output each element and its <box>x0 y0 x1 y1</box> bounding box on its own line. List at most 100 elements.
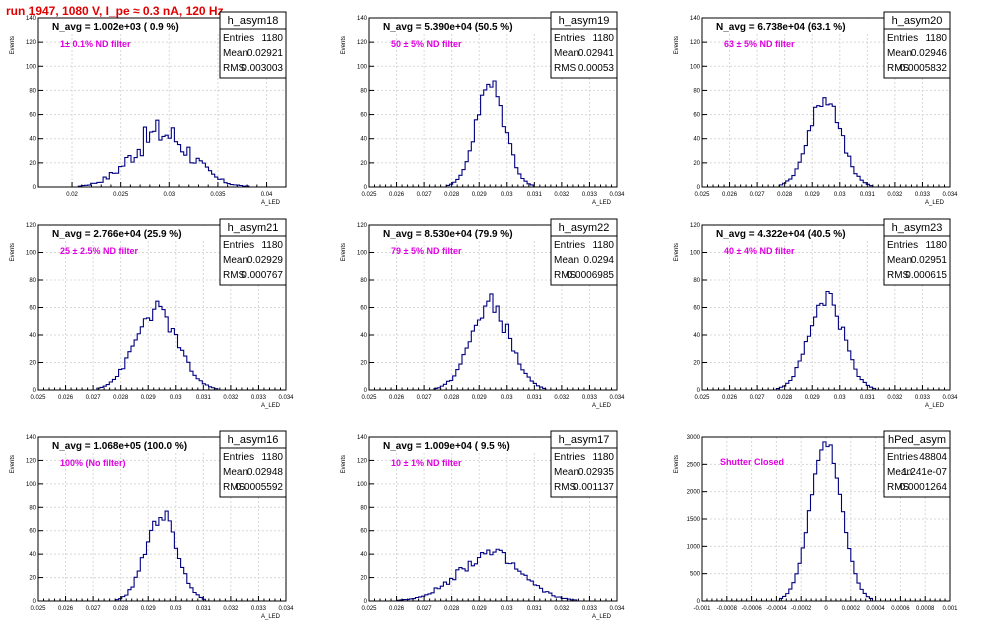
x-tick-label: 0.0006 <box>891 606 910 612</box>
y-tick-label: 500 <box>690 572 701 578</box>
x-tick-label: 0.03 <box>170 395 182 401</box>
stats-box <box>883 11 951 79</box>
y-tick-label: 100 <box>690 64 701 70</box>
stats-value: 0.02941 <box>578 48 615 59</box>
x-tick-label: 0.033 <box>915 395 931 401</box>
x-axis-label: A_LED <box>261 614 281 620</box>
y-tick-label: 1000 <box>687 544 701 550</box>
x-tick-label: -0.0008 <box>717 606 738 612</box>
x-tick-label: 0.0008 <box>916 606 935 612</box>
x-tick-label: 0.025 <box>361 192 377 198</box>
y-tick-label: 20 <box>360 361 367 367</box>
navg-label: N_avg = 1.009e+04 ( 9.5 %) <box>383 441 510 452</box>
navg-box <box>39 226 219 240</box>
stats-value: 0.000615 <box>905 270 947 281</box>
stats-label: Entries <box>554 33 585 44</box>
y-axis-label: Events <box>674 243 680 261</box>
stats-value: 0.0005592 <box>236 482 284 493</box>
histogram-panel-h_asym18: 0.02 0.025 0.03 0.035 0.04 0 20 40 60 80 100 120 140… <box>10 11 287 206</box>
stats-label: Mean <box>887 467 912 478</box>
x-axis-label: A_LED <box>592 614 612 620</box>
y-tick-label: 120 <box>26 40 37 46</box>
x-tick-label: 0.033 <box>251 395 267 401</box>
y-tick-label: 60 <box>360 306 367 312</box>
x-tick-label: 0.031 <box>860 395 876 401</box>
y-tick-label: 100 <box>26 482 37 488</box>
stats-label: Mean <box>887 255 912 266</box>
y-tick-label: 60 <box>29 529 36 535</box>
x-tick-label: 0.026 <box>389 192 405 198</box>
x-tick-label: 0.029 <box>141 606 157 612</box>
navg-box <box>370 438 550 452</box>
stats-label: Entries <box>223 33 254 44</box>
x-tick-label: 0.032 <box>223 606 239 612</box>
x-tick-label: 0.03 <box>501 395 513 401</box>
x-tick-label: 0.026 <box>389 606 405 612</box>
y-tick-label: 0 <box>33 185 37 191</box>
y-tick-label: 100 <box>357 251 368 257</box>
x-tick-label: 0.034 <box>609 395 625 401</box>
x-tick-label: 0.03 <box>834 395 846 401</box>
histogram-panel-h_asym20: 0.025 0.026 0.027 0.028 0.029 0.03 0.031 0.032 0… <box>674 11 958 206</box>
y-tick-label: 100 <box>690 251 701 257</box>
stats-value: 0.02948 <box>247 467 284 478</box>
x-tick-label: 0.031 <box>527 192 543 198</box>
x-tick-label: 0.034 <box>278 606 294 612</box>
stats-value: 0.02951 <box>911 255 948 266</box>
y-tick-label: 140 <box>26 16 37 22</box>
x-tick-label: 0.027 <box>86 606 102 612</box>
histogram-panel-h_asym19: 0.025 0.026 0.027 0.028 0.029 0.03 0.031 0.032 0… <box>341 11 625 206</box>
y-tick-label: 140 <box>26 435 37 441</box>
navg-box <box>703 19 883 33</box>
y-tick-label: 120 <box>357 223 368 229</box>
x-tick-label: 0.026 <box>722 192 738 198</box>
histogram-line <box>702 97 950 188</box>
y-tick-label: 60 <box>29 113 36 119</box>
x-tick-label: -0.0006 <box>741 606 762 612</box>
y-tick-label: 100 <box>26 64 37 70</box>
stats-label: Entries <box>223 240 254 251</box>
y-tick-label: 80 <box>29 88 36 94</box>
x-axis-label: A_LED <box>261 403 281 409</box>
y-tick-label: 20 <box>29 161 36 167</box>
x-tick-label: 0.0002 <box>842 606 861 612</box>
y-tick-label: 60 <box>693 113 700 119</box>
x-tick-label: 0.025 <box>694 192 710 198</box>
histogram-line <box>369 80 617 188</box>
y-tick-label: 2500 <box>687 462 701 468</box>
x-tick-label: 0.027 <box>417 395 433 401</box>
y-tick-label: 40 <box>29 552 36 558</box>
x-tick-label: 0.025 <box>30 395 46 401</box>
stats-value: 1180 <box>261 33 283 44</box>
x-tick-label: 0.029 <box>472 192 488 198</box>
stats-value: 1180 <box>261 452 283 463</box>
x-tick-label: -0.001 <box>693 606 711 612</box>
x-tick-label: 0.029 <box>805 395 821 401</box>
x-tick-label: 0.032 <box>223 395 239 401</box>
x-tick-label: 0.028 <box>777 395 793 401</box>
y-axis-label: Events <box>341 36 347 54</box>
y-axis-label: Events <box>10 455 16 473</box>
navg-box <box>370 226 550 240</box>
histogram-name: h_asym17 <box>559 434 610 446</box>
stats-value: 0.001137 <box>573 482 614 493</box>
x-tick-label: 0.026 <box>58 606 74 612</box>
x-tick-label: 0.032 <box>554 606 570 612</box>
filter-note: 10 ± 1% ND filter <box>391 458 462 468</box>
x-tick-label: 0.032 <box>887 192 903 198</box>
x-tick-label: 0.034 <box>942 395 958 401</box>
y-tick-label: 80 <box>360 278 367 284</box>
x-tick-label: 0.034 <box>278 395 294 401</box>
x-tick-label: 0.025 <box>361 395 377 401</box>
y-tick-label: 40 <box>693 137 700 143</box>
stats-box <box>550 11 618 79</box>
stats-value: 48804 <box>919 452 947 463</box>
histogram-panel-h_asym21: 0.025 0.026 0.027 0.028 0.029 0.03 0.031 0.032 0… <box>10 218 294 409</box>
y-tick-label: 140 <box>690 16 701 22</box>
filter-note: Shutter Closed <box>720 457 784 467</box>
y-tick-label: 80 <box>693 88 700 94</box>
y-tick-label: 140 <box>357 435 368 441</box>
y-tick-label: 40 <box>693 333 700 339</box>
x-tick-label: 0.0004 <box>866 606 885 612</box>
